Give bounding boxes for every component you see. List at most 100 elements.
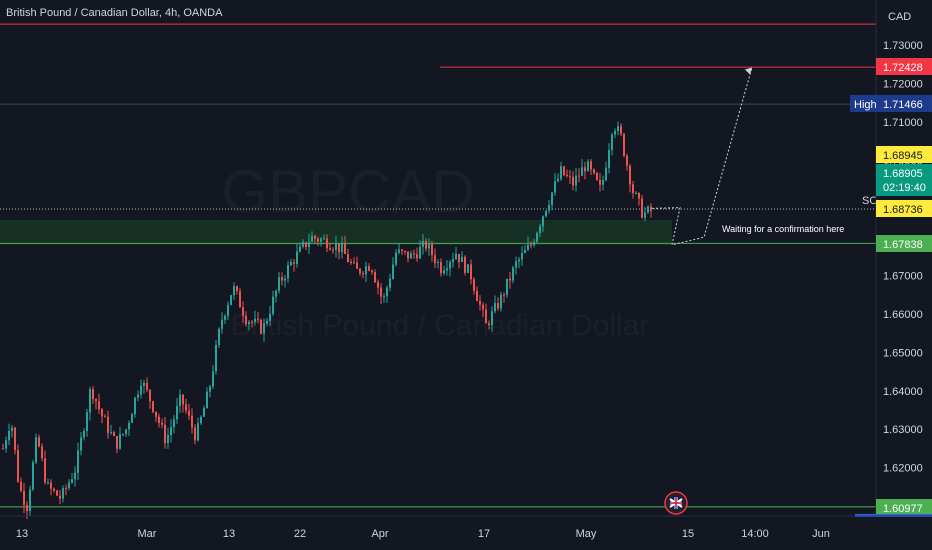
candle <box>632 180 634 199</box>
candle <box>296 243 298 268</box>
candle <box>440 258 442 277</box>
candle <box>71 473 73 484</box>
projection-path <box>651 67 753 246</box>
x-tick-label: Apr <box>371 528 388 540</box>
candle <box>344 235 346 255</box>
candle <box>488 320 490 330</box>
candle <box>572 171 574 191</box>
x-tick-label: 13 <box>223 528 235 540</box>
candle <box>557 173 559 183</box>
candle <box>257 311 259 324</box>
candle <box>338 243 340 260</box>
candle <box>98 393 100 415</box>
candle <box>224 314 226 325</box>
candle <box>377 279 379 295</box>
candle <box>347 248 349 263</box>
candle <box>278 271 280 294</box>
candle <box>359 267 361 276</box>
candle <box>569 169 571 185</box>
candle <box>536 231 538 244</box>
x-axis-ticks: 13 Mar 13 22 Apr 17 May 15 14:00 Jun <box>16 528 830 540</box>
candle <box>311 231 313 243</box>
candle <box>647 205 649 214</box>
candle <box>245 311 247 327</box>
svg-text:1.60977: 1.60977 <box>883 503 923 515</box>
candle <box>581 159 583 177</box>
candle <box>86 408 88 437</box>
candle <box>380 283 382 305</box>
y-tick-label: 1.63000 <box>883 424 923 436</box>
y-tick-label: 1.62000 <box>883 463 923 475</box>
candle <box>251 320 253 328</box>
candle <box>287 260 289 283</box>
y-tick-label: 1.72000 <box>883 79 923 91</box>
svg-text:1.67838: 1.67838 <box>883 239 923 251</box>
candle <box>122 433 124 437</box>
candle <box>182 394 184 413</box>
candle <box>20 477 22 493</box>
candle <box>503 292 505 303</box>
candle <box>599 173 601 192</box>
candle <box>65 484 67 496</box>
candle <box>176 398 178 424</box>
candle <box>437 259 439 269</box>
candle <box>398 243 400 255</box>
candle <box>191 408 193 434</box>
candle <box>374 269 376 283</box>
x-tick-label: Mar <box>138 528 157 540</box>
candle <box>47 478 49 485</box>
candle <box>584 162 586 180</box>
yellow-top-price-tag: 1.68945 <box>876 146 932 163</box>
candle <box>158 413 160 428</box>
current-price-tag: 1.68905 02:19:40 <box>876 164 932 196</box>
so-label: SO <box>862 195 878 207</box>
candle <box>83 428 85 441</box>
candle <box>5 436 7 453</box>
watermark-symbol: GBPCAD <box>221 158 474 225</box>
candle <box>32 459 34 491</box>
candle <box>179 389 181 413</box>
chart-title: British Pound / Canadian Dollar, 4h, OAN… <box>6 7 223 19</box>
candle <box>365 261 367 283</box>
candle <box>110 424 112 435</box>
candle <box>281 272 283 286</box>
candle <box>161 418 163 429</box>
level-lines <box>0 23 876 508</box>
candle <box>485 303 487 324</box>
uk-flag-event-icon[interactable] <box>664 491 688 515</box>
candle <box>143 379 145 394</box>
candle <box>263 318 265 342</box>
candle <box>29 485 31 516</box>
y-tick-label: 1.67000 <box>883 271 923 283</box>
price-axis[interactable] <box>876 0 932 516</box>
y-tick-label: 1.64000 <box>883 386 923 398</box>
candle <box>74 466 76 487</box>
candle <box>284 275 286 288</box>
candle <box>392 257 394 280</box>
candle <box>635 191 637 195</box>
target-price-tag: 1.72428 <box>876 58 932 75</box>
candle <box>341 236 343 259</box>
x-tick-label: Jun <box>812 528 830 540</box>
projection-arrow-head <box>745 67 752 75</box>
candle <box>203 405 205 417</box>
svg-text:1.71466: 1.71466 <box>883 99 923 111</box>
candle <box>68 478 70 491</box>
candle <box>566 169 568 178</box>
candle <box>449 260 451 277</box>
candle <box>527 236 529 252</box>
candle <box>617 121 619 136</box>
candle <box>2 443 4 450</box>
candle <box>152 400 154 414</box>
candle <box>218 327 220 348</box>
candle <box>620 123 622 137</box>
svg-text:02:19:40: 02:19:40 <box>883 182 926 194</box>
candle <box>95 398 97 410</box>
y-tick-label: 1.71000 <box>883 117 923 129</box>
candle <box>605 161 607 182</box>
candle <box>473 277 475 295</box>
candle <box>170 419 172 443</box>
candle <box>14 426 16 455</box>
